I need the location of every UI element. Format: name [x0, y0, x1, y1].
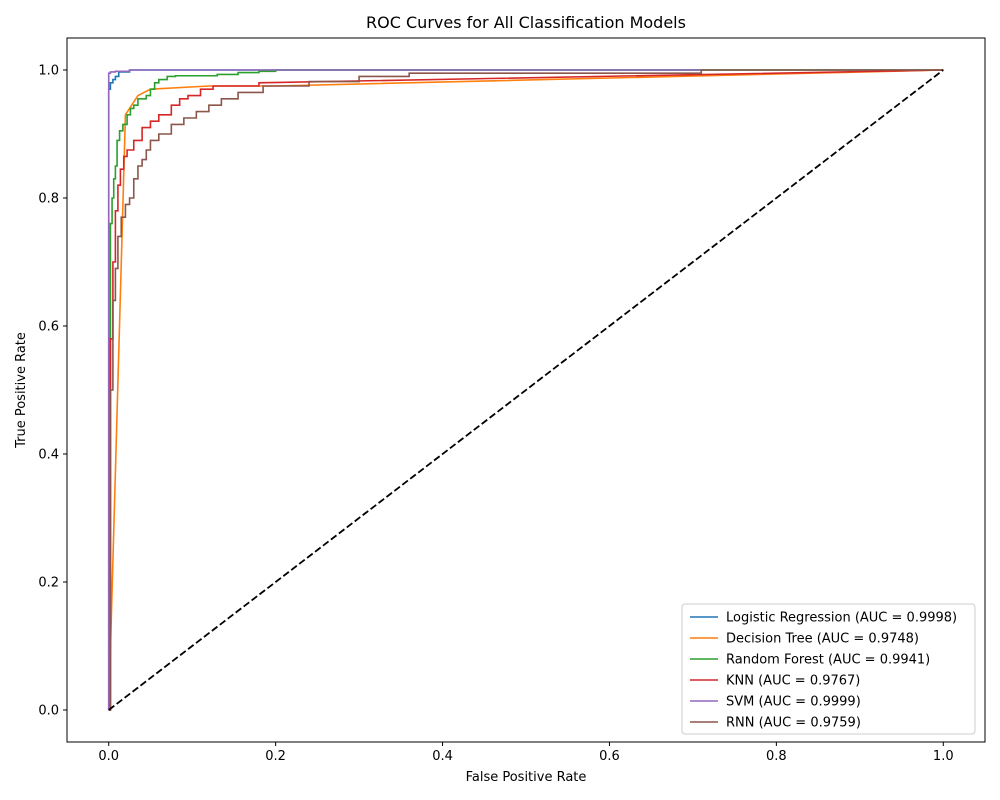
y-tick-label: 0.2	[38, 576, 59, 591]
legend-label-random-forest: Random Forest (AUC = 0.9941)	[726, 653, 930, 668]
series-line-random-forest	[108, 69, 944, 711]
chart-title: ROC Curves for All Classification Models	[366, 13, 686, 32]
series-line-svm	[107, 69, 702, 710]
x-axis-label: False Positive Rate	[466, 770, 587, 785]
x-tick-label: 0.4	[432, 749, 453, 764]
y-axis-ticks: 0.0 0.2 0.4 0.6 0.8 1.0	[38, 64, 67, 719]
y-tick-label: 0.6	[38, 320, 59, 335]
plot-frame	[66, 37, 986, 743]
legend-label-decision-tree: Decision Tree (AUC = 0.9748)	[726, 632, 919, 647]
x-tick-label: 0.6	[599, 749, 620, 764]
legend-label-svm: SVM (AUC = 0.9999)	[726, 695, 861, 710]
x-tick-label: 0.0	[98, 749, 119, 764]
x-tick-label: 1.0	[933, 749, 954, 764]
y-tick-label: 0.8	[38, 192, 59, 207]
series-line-rnn	[108, 69, 944, 711]
x-tick-label: 0.2	[265, 749, 286, 764]
x-axis-ticks: 0.0 0.2 0.4 0.6 0.8 1.0	[98, 742, 954, 764]
plot-area	[107, 69, 944, 711]
chance-reference-line	[108, 69, 944, 711]
x-tick-label: 0.8	[766, 749, 787, 764]
legend: Logistic Regression (AUC = 0.9998) Decisi…	[681, 603, 976, 735]
y-tick-label: 0.4	[38, 448, 59, 463]
legend-box	[681, 603, 976, 735]
y-tick-label: 0.0	[38, 704, 59, 719]
y-axis-label: True Positive Rate	[14, 332, 29, 449]
legend-label-knn: KNN (AUC = 0.9767)	[726, 674, 860, 689]
y-tick-label: 1.0	[38, 64, 59, 79]
series-line-knn	[108, 69, 944, 711]
legend-label-logistic-regression: Logistic Regression (AUC = 0.9998)	[726, 611, 957, 626]
legend-label-rnn: RNN (AUC = 0.9759)	[726, 716, 861, 731]
